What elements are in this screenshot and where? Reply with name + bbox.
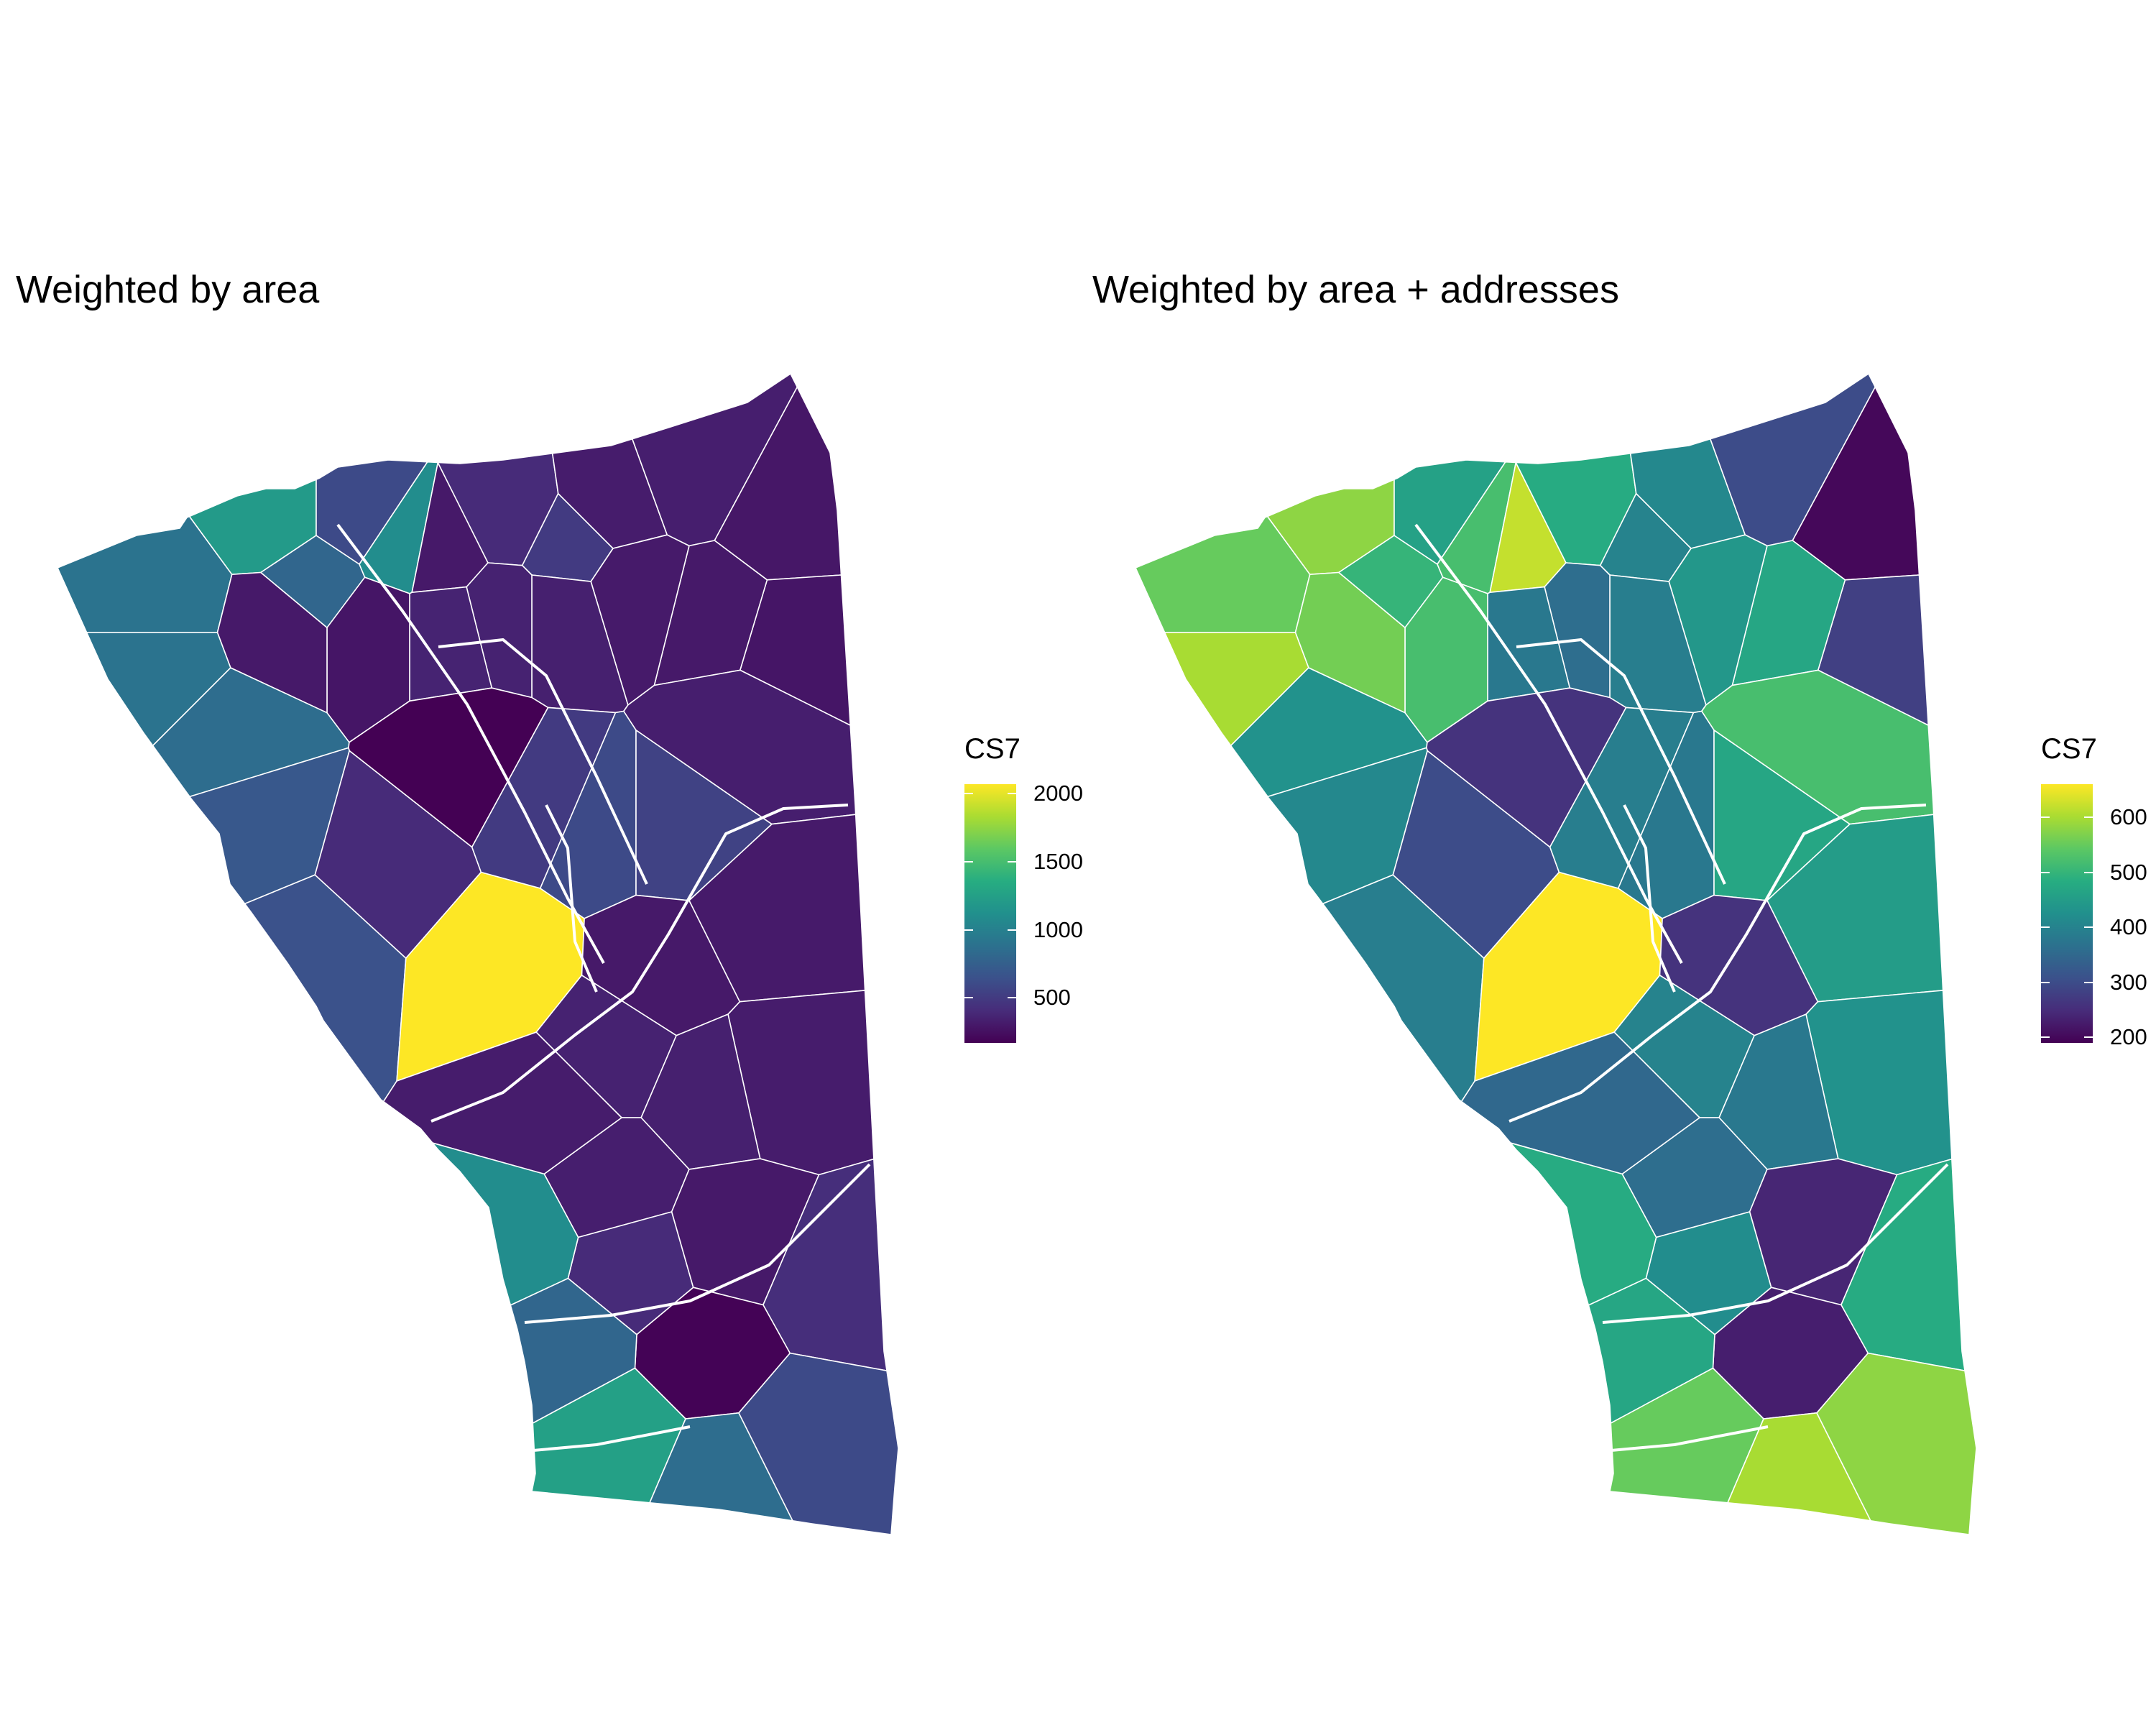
map-region bbox=[432, 1142, 579, 1306]
road-line bbox=[524, 1163, 871, 1324]
legend-tick-label: 200 bbox=[2110, 1024, 2147, 1050]
legend-colorbar bbox=[2041, 784, 2093, 1043]
map-region bbox=[623, 669, 857, 825]
legend-tick-label: 1000 bbox=[1033, 916, 1083, 942]
road-line bbox=[545, 804, 598, 993]
road-line bbox=[1623, 804, 1676, 993]
map-region bbox=[382, 1031, 622, 1175]
map-region bbox=[471, 707, 617, 889]
map-region bbox=[1510, 1142, 1657, 1306]
map-region bbox=[1460, 1031, 1700, 1175]
legend-colorbar bbox=[964, 784, 1016, 1043]
legend-tick-label: 1500 bbox=[1033, 849, 1083, 874]
legend: CS7 500 1000 1500 2000 bbox=[964, 733, 1083, 1043]
map-region bbox=[649, 1412, 793, 1522]
legend-tick-label: 2000 bbox=[1033, 781, 1083, 806]
legend-tick-label: 400 bbox=[2110, 914, 2147, 940]
map-panel-area-addresses: Weighted by area + addresses CS7 200 300 4… bbox=[1078, 0, 2156, 1725]
map-region bbox=[1727, 1412, 1871, 1522]
legend: CS7 200 300 400 500 600 bbox=[2041, 733, 2156, 1049]
legend-tick-label: 300 bbox=[2110, 969, 2147, 995]
legend-tick-label: 600 bbox=[2110, 804, 2147, 829]
choropleth-map-area-addresses bbox=[1135, 373, 1977, 1535]
map-region bbox=[1701, 669, 1935, 825]
panel-title: Weighted by area bbox=[16, 268, 320, 311]
road-line bbox=[1516, 638, 1726, 885]
road-line bbox=[517, 1425, 691, 1453]
legend-tick-label: 500 bbox=[2110, 859, 2147, 885]
road-line bbox=[1508, 804, 1927, 1123]
road-line bbox=[1602, 1163, 1949, 1324]
choropleth-map-area bbox=[57, 373, 899, 1535]
map-region bbox=[1549, 707, 1695, 889]
road-line bbox=[430, 804, 849, 1123]
map-region bbox=[1393, 459, 1506, 565]
legend-tick-label: 500 bbox=[1033, 985, 1071, 1011]
panel-title: Weighted by area + addresses bbox=[1092, 268, 1619, 311]
road-line bbox=[1595, 1425, 1769, 1453]
legend-body: 500 1000 1500 2000 bbox=[964, 781, 1083, 1043]
map-region bbox=[315, 459, 428, 565]
legend-body: 200 300 400 500 600 bbox=[2041, 784, 2156, 1049]
map-panel-area: Weighted by area CS7 500 1000 1500 2000 bbox=[16, 268, 1083, 1535]
road-line bbox=[438, 638, 648, 885]
legend-title: CS7 bbox=[2041, 733, 2097, 765]
legend-title: CS7 bbox=[964, 733, 1021, 765]
